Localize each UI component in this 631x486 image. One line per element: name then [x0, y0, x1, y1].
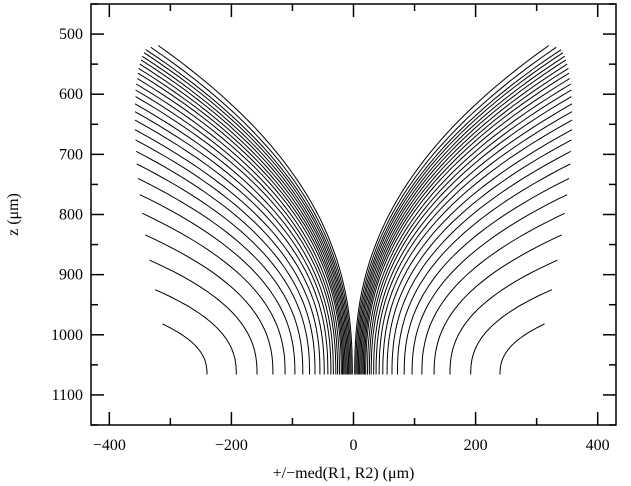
- contour-line-left-26: [154, 289, 237, 375]
- contour-line-right-19: [391, 150, 572, 375]
- contour-line-right-18: [386, 139, 572, 375]
- contour-line-right-24: [433, 234, 562, 375]
- contour-line-left-13: [135, 96, 337, 375]
- contour-line-left-27: [162, 323, 208, 375]
- contour-line-left-14: [134, 103, 334, 375]
- contour-line-right-27: [499, 323, 545, 375]
- y-tick-label: 500: [59, 26, 83, 43]
- contour-line-right-6: [360, 59, 567, 375]
- y-axis-label: z (μm): [5, 193, 22, 236]
- contour-line-right-14: [373, 103, 573, 375]
- contour-line-right-16: [378, 119, 573, 375]
- x-tick-label: 200: [464, 437, 488, 454]
- contour-line-right-11: [367, 83, 572, 375]
- contour-line-right-21: [403, 177, 570, 375]
- contour-line-left-16: [134, 119, 329, 375]
- x-tick-label: −200: [215, 437, 248, 454]
- contour-line-left-21: [137, 177, 304, 375]
- contour-line-left-5: [142, 55, 348, 375]
- contour-line-left-6: [140, 59, 347, 375]
- contour-line-right-3: [356, 49, 562, 375]
- contour-line-left-17: [134, 129, 325, 375]
- contour-line-left-25: [149, 259, 258, 375]
- contour-line-left-12: [135, 89, 339, 375]
- contour-line-right-1: [354, 45, 550, 375]
- contour-line-right-9: [364, 72, 570, 375]
- contour-line-left-24: [145, 234, 274, 375]
- contour-line-right-10: [365, 78, 570, 375]
- contour-line-left-18: [135, 139, 321, 375]
- contour-line-left-15: [134, 111, 332, 375]
- contour-line-left-9: [137, 72, 343, 375]
- contour-line-right-12: [368, 89, 572, 375]
- contour-line-left-8: [138, 67, 345, 375]
- contour-line-left-22: [139, 194, 296, 375]
- y-tick-label: 800: [59, 207, 83, 224]
- x-tick-label: 400: [586, 437, 610, 454]
- contour-line-right-26: [470, 289, 553, 375]
- contour-line-left-23: [142, 212, 286, 375]
- contour-line-left-19: [135, 150, 316, 375]
- contour-line-right-2: [355, 46, 557, 375]
- y-tick-label: 700: [59, 146, 83, 163]
- contour-line-left-1: [157, 45, 353, 375]
- contour-line-left-3: [145, 49, 351, 375]
- contour-line-right-4: [357, 52, 564, 375]
- contour-line-right-17: [382, 129, 573, 375]
- axis-ticks: [91, 3, 616, 426]
- y-tick-label: 1100: [52, 387, 83, 404]
- y-tick-label: 1000: [51, 327, 83, 344]
- x-tick-label: 0: [350, 437, 358, 454]
- y-tick-label: 600: [59, 86, 83, 103]
- contour-line-left-20: [136, 163, 310, 375]
- y-tick-label: 900: [59, 267, 83, 284]
- contour-line-left-4: [143, 52, 350, 375]
- plot-frame: [90, 3, 617, 426]
- contour-line-right-13: [370, 96, 572, 375]
- right-curve-group: [354, 45, 573, 375]
- left-curve-group: [134, 45, 353, 375]
- axis-tick-labels: −400 −200 0 200 400 500 600 700 800 900 1000 1100: [51, 26, 610, 454]
- x-tick-label: −400: [93, 437, 126, 454]
- contour-line-right-8: [362, 67, 569, 375]
- contour-line-right-25: [449, 259, 558, 375]
- contour-line-left-2: [150, 46, 352, 375]
- contour-line-left-7: [139, 63, 346, 375]
- contour-line-right-20: [397, 163, 571, 375]
- contour-line-right-23: [421, 212, 565, 375]
- x-axis-label: +/−med(R1, R2) (μm): [273, 465, 415, 482]
- contour-line-right-7: [361, 63, 568, 375]
- contour-line-right-15: [375, 111, 573, 375]
- contour-line-right-22: [411, 194, 568, 375]
- contour-line-left-10: [137, 78, 342, 375]
- contour-line-right-5: [359, 55, 565, 375]
- contour-line-left-11: [135, 83, 340, 375]
